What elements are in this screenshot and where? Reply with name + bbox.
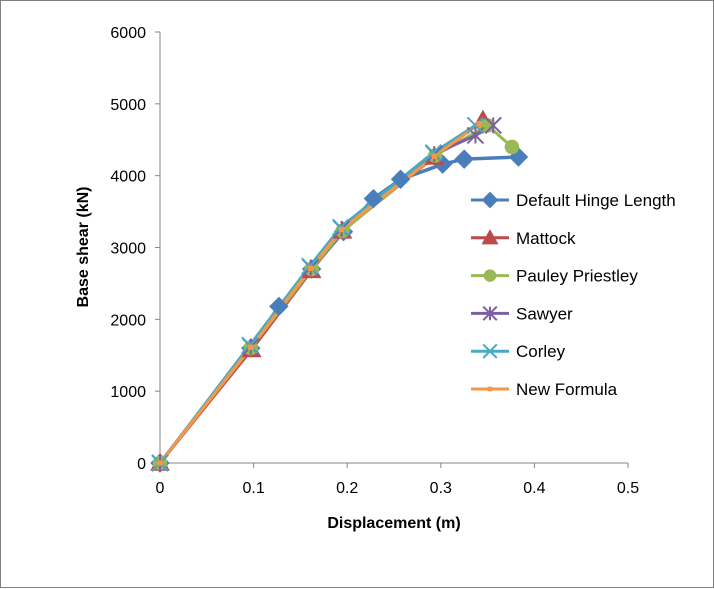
y-tick-label: 6000	[110, 25, 146, 42]
data-point	[363, 188, 384, 209]
legend-swatch-marker	[481, 191, 499, 209]
y-axis-title: Base shear (kN)	[75, 187, 92, 308]
series-line-3	[158, 123, 495, 465]
data-point	[269, 296, 289, 317]
legend-label: New Formula	[516, 380, 618, 399]
legend-item: Pauley Priestley	[471, 267, 638, 286]
x-tick-label: 0.1	[242, 480, 264, 497]
series-lines	[158, 118, 521, 465]
legend-label: Sawyer	[516, 304, 573, 323]
data-point	[476, 121, 482, 127]
data-point	[466, 116, 485, 135]
legend-swatch-marker	[482, 343, 498, 359]
legend-label: Mattock	[516, 229, 576, 248]
data-point	[504, 139, 520, 155]
legend-label: Corley	[516, 342, 566, 361]
data-point	[338, 226, 345, 233]
legend-item: Sawyer	[471, 304, 573, 323]
series-line-0	[158, 155, 521, 465]
x-tick-label: 0.5	[617, 480, 639, 497]
data-point	[454, 149, 474, 169]
axes: 0 1000 2000 3000 4000 5000 6000 0 0.1 0.2 0.3 0.4 0.…	[110, 25, 639, 497]
x-tick-label: 0.3	[430, 480, 452, 497]
legend-label: Default Hinge Length	[516, 191, 676, 210]
legend-swatch-marker	[481, 229, 499, 245]
y-tick-label: 3000	[110, 241, 146, 258]
series-line-2	[158, 123, 514, 465]
data-point	[157, 460, 163, 466]
data-point	[431, 153, 437, 160]
y-tick-label: 1000	[110, 384, 146, 401]
y-tick-label: 5000	[110, 97, 146, 114]
y-tick-label: 2000	[110, 312, 146, 329]
data-point	[390, 169, 411, 189]
y-tick-label: 4000	[110, 169, 146, 186]
series-line-4	[158, 123, 477, 465]
legend-label: Pauley Priestley	[516, 267, 638, 286]
series-line-1	[158, 118, 485, 465]
legend-item: Default Hinge Length	[471, 191, 676, 210]
data-point	[424, 143, 443, 162]
legend-item: New Formula	[471, 380, 618, 399]
series-markers	[150, 109, 529, 473]
data-point	[248, 344, 254, 351]
legend-item: Corley	[471, 342, 566, 361]
series-line-5	[158, 122, 481, 465]
legend-swatch-marker	[487, 386, 493, 392]
x-axis-title: Displacement (m)	[327, 515, 460, 532]
x-tick-label: 0	[156, 480, 165, 497]
data-point	[307, 265, 314, 272]
data-point	[484, 116, 502, 135]
legend-item: Mattock	[471, 229, 576, 248]
legend: Default Hinge Length Mattock Pauley Priest…	[471, 191, 676, 399]
y-tick-label: 0	[137, 456, 146, 473]
x-tick-label: 0.4	[523, 480, 545, 497]
legend-swatch-marker	[483, 269, 497, 282]
legend-swatch-marker	[482, 305, 498, 321]
x-tick-label: 0.2	[336, 480, 358, 497]
